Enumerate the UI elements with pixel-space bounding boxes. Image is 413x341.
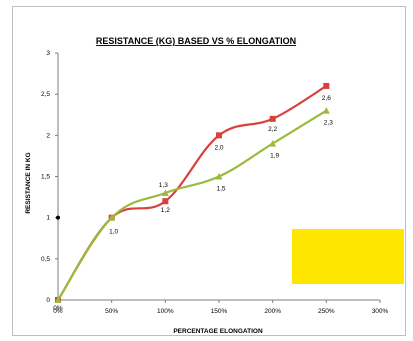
x-tick-label: 100%: [157, 308, 174, 315]
y-tick-label: 0: [46, 297, 50, 304]
data-point: [54, 296, 62, 303]
data-label: 1,9: [270, 153, 279, 160]
y-tick-label: 1: [46, 215, 50, 222]
y-axis-label: RESISTANCE IN KG: [25, 152, 32, 213]
data-point: [323, 82, 330, 89]
data-label: 2,6: [322, 95, 331, 102]
y-tick-label: 2: [46, 132, 50, 139]
axis-dot: [56, 215, 60, 220]
data-point: [161, 189, 169, 196]
data-label: 2,0: [214, 144, 223, 151]
x-tick-label: 200%: [264, 308, 281, 315]
data-label: 0%: [53, 305, 63, 312]
plot-area: 1,2 2,0 2,2 2,6 0% 1,0 1,3 1,5 1,9 2,3: [53, 82, 333, 312]
data-label: 1,3: [159, 182, 168, 189]
y-tick-label: 1,5: [41, 174, 50, 181]
x-axis-label: PERCENTAGE ELONGATION: [173, 328, 263, 335]
x-tick-label: 50%: [105, 308, 118, 315]
yellow-highlight-box: [292, 229, 404, 284]
x-tick-label: 0%: [53, 308, 63, 315]
data-point: [216, 132, 222, 139]
data-label: 1,5: [216, 186, 225, 193]
y-tick-label: 3: [46, 50, 50, 57]
series-line: [57, 84, 327, 301]
data-point: [269, 140, 277, 147]
series-line: [57, 109, 327, 301]
x-tick-label: 150%: [211, 308, 228, 315]
x-tick-label: 250%: [318, 308, 335, 315]
data-label: 2,3: [324, 120, 333, 127]
data-point: [269, 115, 276, 122]
y-tick-label: 2,5: [41, 91, 50, 98]
axes: 0 0,5 1 1,5 2 2,5 3 0% 50% 100% 150% 200% 250% 300%: [41, 50, 389, 315]
data-label: 1,0: [109, 229, 118, 236]
data-label: 2,2: [268, 126, 277, 133]
data-point: [108, 214, 116, 221]
chart-title: RESISTANCE (KG) BASED VS % ELONGATION: [96, 36, 296, 46]
data-label: 1,2: [161, 207, 170, 214]
data-point: [215, 173, 223, 180]
data-point: [162, 198, 169, 205]
x-tick-label: 300%: [372, 308, 389, 315]
y-tick-label: 0,5: [41, 256, 50, 263]
data-point: [322, 107, 330, 114]
